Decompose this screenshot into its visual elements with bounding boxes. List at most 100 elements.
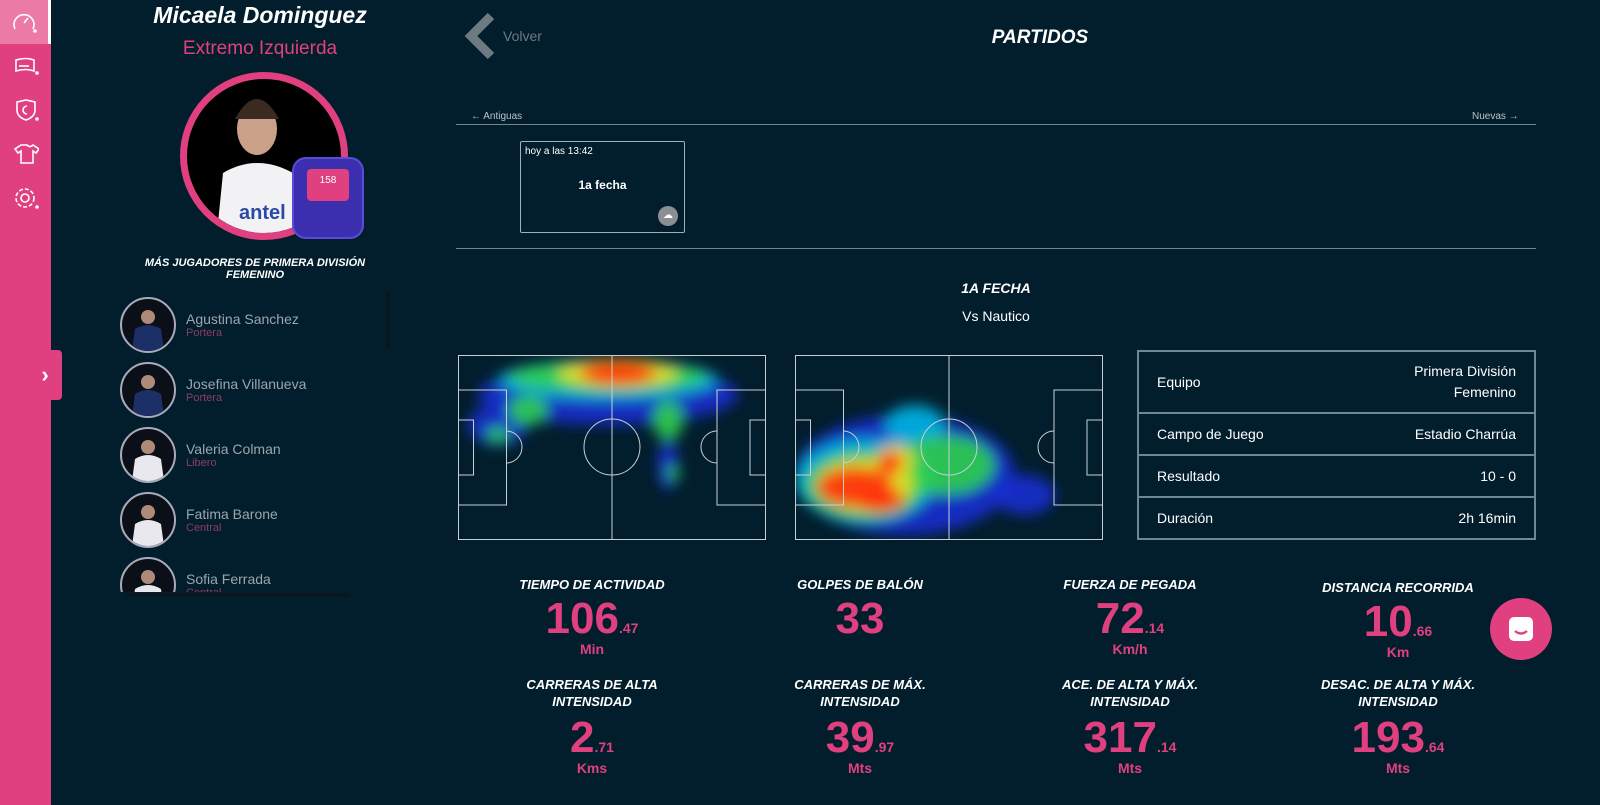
- stat-decimal: .71: [594, 739, 614, 755]
- gear-icon: [14, 188, 39, 209]
- match-info-table: Equipo Primera División Femenino Campo de …: [1137, 350, 1536, 540]
- heat-blob: [667, 465, 679, 481]
- heat-blob: [995, 475, 1055, 515]
- stat-unit: Km: [1386, 644, 1410, 660]
- newer-label: Nuevas: [1472, 111, 1506, 122]
- player-avatar: [120, 361, 176, 418]
- match-card-time: hoy a las 13:42: [525, 146, 593, 157]
- heat-blob: [885, 405, 945, 445]
- shirt-icon: [13, 143, 39, 164]
- player-name: Micaela Dominguez: [153, 2, 367, 28]
- player-avatar: antel: [180, 72, 348, 240]
- stat-block: DISTANCIA RECORRIDA 10.66 Km: [1268, 579, 1528, 660]
- player-name: Josefina Villanueva: [186, 375, 307, 392]
- gps-device-image: 158: [292, 157, 364, 239]
- speedometer-icon: [13, 13, 37, 33]
- chevron-right-icon: ›: [41, 362, 49, 387]
- stat-value: 33: [835, 594, 885, 643]
- expand-panel-button[interactable]: ›: [28, 350, 62, 400]
- match-card-name: 1a fecha: [578, 178, 627, 192]
- stat-label: TIEMPO DE ACTIVIDAD: [519, 577, 665, 592]
- device-number: 158: [307, 169, 349, 201]
- player-list-item[interactable]: Josefina Villanueva Portera: [120, 357, 392, 422]
- sidebar-item-teams[interactable]: [0, 88, 51, 132]
- info-value: 2h 16min: [1458, 509, 1516, 526]
- stat-decimal: .66: [1412, 623, 1433, 639]
- stat-decimal: .14: [1144, 620, 1165, 636]
- players-list[interactable]: Agustina Sanchez Portera Josefina Villanue…: [120, 292, 392, 592]
- stat-unit: Km/h: [1112, 641, 1148, 657]
- heat-blob: [653, 400, 683, 440]
- match-title: 1A FECHA: [961, 280, 1031, 296]
- heat-blob: [895, 435, 995, 495]
- player-position: Portera: [186, 326, 223, 339]
- player-avatar: [120, 556, 176, 592]
- stat-block: DESAC. DE ALTA Y MÁX. INTENSIDAD 193.64 Mt…: [1268, 676, 1528, 776]
- heat-blob: [486, 427, 510, 443]
- stat-label: DESAC. DE ALTA Y MÁX. INTENSIDAD: [1320, 677, 1476, 709]
- stat-decimal: .64: [1424, 739, 1445, 755]
- chevron-left-icon: [464, 12, 495, 60]
- newer-link[interactable]: Nuevas →: [1472, 111, 1519, 122]
- info-key: Campo de Juego: [1157, 426, 1264, 442]
- sidebar-item-field[interactable]: [0, 44, 51, 88]
- chat-icon: [1509, 617, 1533, 641]
- stat-value: 106: [545, 594, 619, 643]
- stat-decimal: .97: [874, 739, 895, 755]
- player-list-item[interactable]: Fatima Barone Central: [120, 487, 392, 552]
- player-position: Central: [186, 521, 222, 534]
- info-value: Estadio Charrúa: [1414, 425, 1516, 442]
- heat-blob: [878, 451, 902, 475]
- back-label: Volver: [503, 28, 542, 44]
- sidebar-item-players[interactable]: [0, 132, 51, 176]
- player-position: Libero: [186, 456, 217, 469]
- whistle-icon: ☁: [658, 206, 678, 226]
- info-value: Primera División Femenino: [1414, 363, 1516, 400]
- heat-blob: [580, 361, 656, 385]
- field-icon: [14, 57, 39, 75]
- stat-block: TIEMPO DE ACTIVIDAD 106.47 Min: [462, 576, 722, 657]
- heatmap-second-half: [795, 355, 1103, 540]
- back-button[interactable]: Volver: [463, 12, 542, 60]
- stat-value: 10: [1363, 597, 1413, 646]
- info-key: Resultado: [1157, 468, 1221, 484]
- stat-unit: Mts: [847, 760, 873, 776]
- stat-block: CARRERAS DE ALTA INTENSIDAD 2.71 Kms: [462, 676, 722, 776]
- stat-unit: Mts: [1385, 760, 1411, 776]
- stat-label: ACE. DE ALTA Y MÁX. INTENSIDAD: [1061, 677, 1199, 709]
- player-avatar: [120, 296, 176, 353]
- heat-blob: [508, 395, 548, 425]
- chat-button[interactable]: [1490, 598, 1552, 660]
- stat-value: 72: [1095, 594, 1145, 643]
- players-list-scrollbar[interactable]: [386, 292, 390, 348]
- match-opponent: Vs Nautico: [962, 308, 1030, 324]
- stat-label: CARRERAS DE MÁX. INTENSIDAD: [794, 677, 926, 709]
- svg-text:antel: antel: [239, 202, 286, 224]
- player-position: Portera: [186, 391, 223, 404]
- stat-block: GOLPES DE BALÓN 33: [730, 576, 990, 641]
- match-card[interactable]: hoy a las 13:42 1a fecha ☁: [520, 141, 685, 233]
- stat-unit: Kms: [576, 760, 608, 776]
- sidebar-item-dashboard[interactable]: [0, 0, 51, 44]
- info-row: Campo de Juego Estadio Charrúa: [1139, 414, 1534, 456]
- player-position: Extremo Izquierda: [182, 38, 338, 59]
- older-link[interactable]: ← Antiguas: [471, 111, 523, 122]
- heatmap-first-half: [458, 355, 766, 540]
- stat-decimal: .14: [1156, 739, 1177, 755]
- player-position: Central: [186, 587, 271, 593]
- info-row: Resultado 10 - 0: [1139, 456, 1534, 498]
- older-label: Antiguas: [483, 111, 523, 122]
- player-name: Sofia Ferrada: [186, 570, 271, 587]
- player-name: Agustina Sanchez: [186, 310, 299, 327]
- more-players-title: MÁS JUGADORES DE PRIMERA DIVISIÓN FEMENI…: [144, 257, 366, 281]
- players-list-hscrollbar[interactable]: [125, 593, 350, 597]
- stat-value: 2: [570, 713, 595, 762]
- player-list-item[interactable]: Agustina Sanchez Portera: [120, 292, 392, 357]
- info-key: Duración: [1157, 510, 1214, 526]
- info-row: Duración 2h 16min: [1139, 498, 1534, 540]
- stat-unit: Min: [579, 641, 605, 657]
- sidebar-item-settings[interactable]: [0, 176, 51, 220]
- player-list-item[interactable]: Sofia FerradaCentral: [120, 552, 392, 592]
- player-name: Fatima Barone: [186, 505, 278, 522]
- player-list-item[interactable]: Valeria Colman Libero: [120, 422, 392, 487]
